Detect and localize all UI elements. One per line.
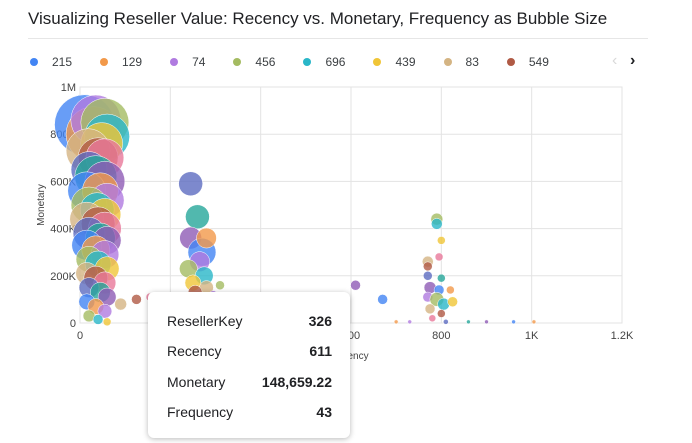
tooltip-label: Recency <box>167 343 222 359</box>
tooltip-row-monetary: Monetary 148,659.22 <box>167 372 332 392</box>
legend-label: 74 <box>192 55 206 69</box>
legend-swatch <box>506 58 515 66</box>
data-point <box>407 319 412 325</box>
data-point <box>423 271 433 281</box>
legend-item[interactable]: 129 <box>100 55 142 69</box>
tooltip-row-frequency: Frequency 43 <box>167 402 332 422</box>
data-point <box>423 261 433 272</box>
x-tick-label: 1.2K <box>611 330 634 342</box>
legend-label: 83 <box>465 55 479 69</box>
legend-swatch <box>170 58 179 66</box>
data-point <box>178 171 203 197</box>
legend-item[interactable]: 549 <box>506 55 549 69</box>
tooltip-label: ResellerKey <box>167 313 243 329</box>
tooltip-value: 43 <box>316 404 332 420</box>
tooltip-value: 611 <box>309 343 332 359</box>
legend-label: 129 <box>122 55 143 69</box>
x-tick-label: 0 <box>77 330 83 342</box>
legend-swatch <box>233 58 242 66</box>
data-point <box>434 252 444 262</box>
y-axis-title: Monetary <box>36 184 47 226</box>
data-point <box>431 218 443 230</box>
tooltip-value: 326 <box>308 313 332 329</box>
chart-title: Visualizing Reseller Value: Recency vs. … <box>28 0 648 39</box>
legend-next-icon[interactable]: › <box>630 52 636 69</box>
data-point <box>377 294 388 305</box>
legend-label: 696 <box>325 55 346 69</box>
legend-label: 439 <box>395 55 416 69</box>
data-point <box>350 279 361 291</box>
tooltip-row-reseller-key: ResellerKey 326 <box>167 311 332 331</box>
data-point <box>424 303 436 315</box>
legend-item[interactable]: 439 <box>373 55 416 69</box>
data-point <box>97 303 113 319</box>
x-tick-label: 1K <box>525 330 539 342</box>
data-point <box>92 314 104 325</box>
y-tick-label: 1M <box>61 82 76 94</box>
legend: 215 129 74 456 696 439 83 549 <box>30 50 610 74</box>
y-tick-label: 0 <box>70 318 76 330</box>
legend-prev-icon[interactable]: ‹ <box>612 52 618 69</box>
legend-label: 549 <box>528 55 549 69</box>
data-point <box>428 314 437 323</box>
data-point <box>531 319 537 325</box>
legend-swatch <box>100 58 109 66</box>
legend-item[interactable]: 83 <box>443 55 479 69</box>
legend-item[interactable]: 74 <box>170 55 205 69</box>
tooltip-label: Frequency <box>167 404 234 420</box>
data-point <box>466 319 471 325</box>
legend-swatch <box>373 58 382 66</box>
data-point <box>215 280 225 290</box>
legend-item[interactable]: 696 <box>303 55 345 69</box>
data-point <box>393 319 399 325</box>
data-point <box>437 236 446 245</box>
legend-swatch <box>30 58 38 66</box>
x-tick-label: 800 <box>432 330 450 342</box>
tooltip-value: 148,659.22 <box>261 374 332 390</box>
tooltip-label: Monetary <box>167 374 226 390</box>
data-point <box>437 309 446 318</box>
data-point <box>114 297 127 311</box>
data-point <box>196 227 217 249</box>
data-point <box>443 319 449 325</box>
data-point <box>484 319 489 325</box>
legend-item[interactable]: 456 <box>233 55 275 69</box>
legend-swatch <box>303 58 312 66</box>
tooltip-row-recency: Recency 611 <box>167 341 332 361</box>
legend-label: 215 <box>52 55 73 69</box>
data-point <box>131 294 142 305</box>
y-tick-label: 400K <box>50 224 76 236</box>
data-point <box>511 319 516 325</box>
y-tick-label: 200K <box>50 271 76 283</box>
data-point <box>446 285 455 295</box>
bubble-layer <box>54 94 537 327</box>
legend-swatch <box>443 58 452 66</box>
data-point <box>437 273 446 283</box>
data-point <box>185 204 210 230</box>
legend-item[interactable]: 215 <box>30 55 72 69</box>
data-tooltip: ResellerKey 326 Recency 611 Monetary 148… <box>148 292 350 438</box>
data-point <box>447 296 458 308</box>
legend-label: 456 <box>255 55 276 69</box>
data-point <box>102 317 112 327</box>
